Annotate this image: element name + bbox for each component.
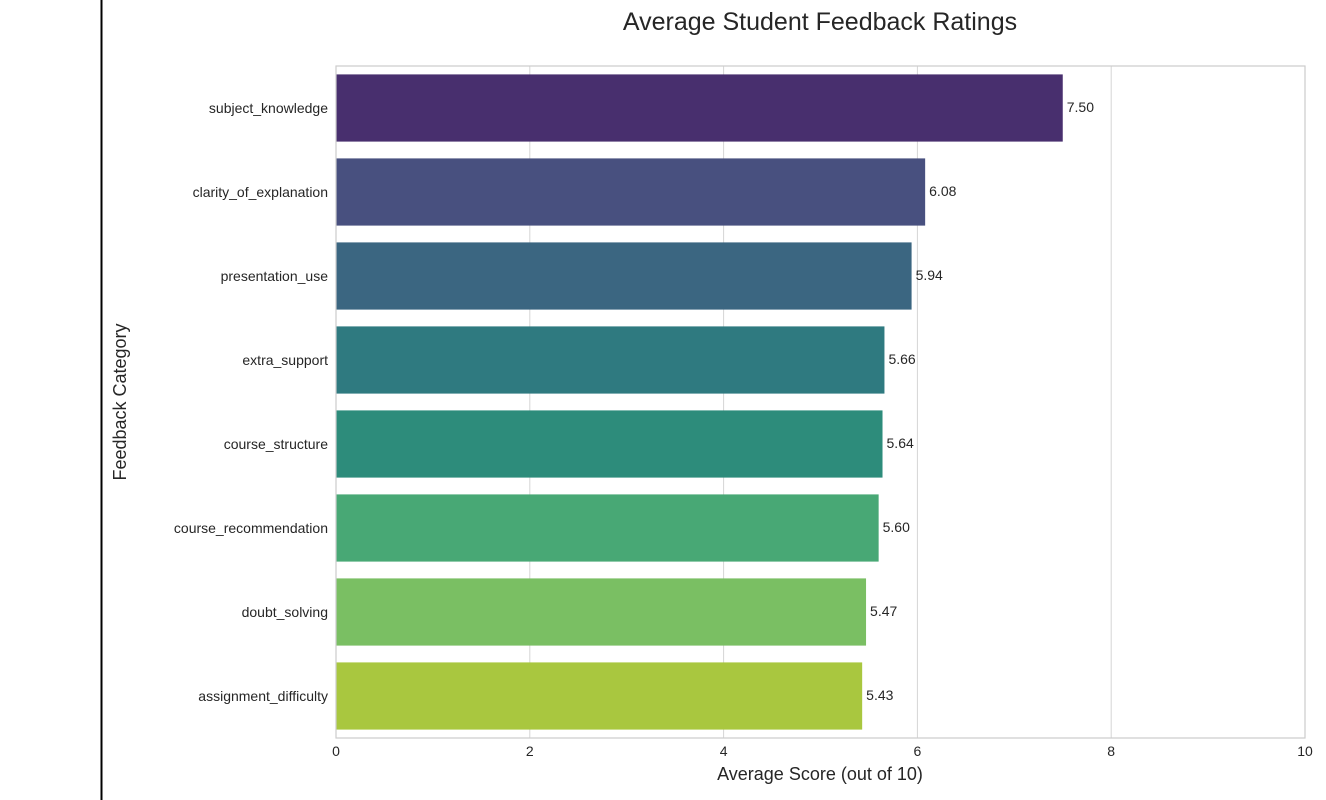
y-tick-label: extra_support xyxy=(242,352,328,368)
bar xyxy=(336,662,863,730)
bar-value-label: 5.47 xyxy=(870,603,897,619)
x-axis-label: Average Score (out of 10) xyxy=(717,764,923,784)
y-tick-labels: subject_knowledge clarity_of_explanationp… xyxy=(174,100,328,704)
bar xyxy=(336,158,926,226)
plot-area-border xyxy=(335,65,1306,739)
bar-value-label: 5.43 xyxy=(866,687,893,703)
bar-value-label: 5.64 xyxy=(887,435,914,451)
y-tick-label: assignment_difficulty xyxy=(198,688,328,704)
chart-title: Average Student Feedback Ratings xyxy=(623,8,1017,36)
bar xyxy=(336,494,879,562)
bar-value-label: 5.66 xyxy=(888,351,915,367)
bar-value-label: 7.50 xyxy=(1067,99,1094,115)
y-tick-label: course_recommendation xyxy=(174,520,328,536)
bar-value-label: 5.94 xyxy=(916,267,943,283)
data-labels: 7.50 6.08 5.94 5.66 5.64 5.60 5.47 5.43 xyxy=(866,99,1094,703)
bar xyxy=(336,74,1063,142)
x-tick-label: 0 xyxy=(332,743,340,759)
x-tick-label: 6 xyxy=(914,743,922,759)
y-tick-label: presentation_use xyxy=(221,268,329,284)
y-tick-label: clarity_of_explanation xyxy=(193,184,328,200)
bar-value-label: 5.60 xyxy=(883,519,910,535)
x-tick-label: 4 xyxy=(720,743,728,759)
bar-value-label: 6.08 xyxy=(929,183,956,199)
bar xyxy=(336,326,885,394)
x-tick-labels: 0 2 4 6 8 10 xyxy=(332,743,1313,759)
y-tick-label: subject_knowledge xyxy=(209,100,328,116)
bars xyxy=(336,74,1063,730)
x-tick-label: 10 xyxy=(1297,743,1313,759)
bar xyxy=(336,578,867,646)
x-tick-label: 8 xyxy=(1107,743,1115,759)
y-tick-label: course_structure xyxy=(224,436,328,452)
y-axis-label: Feedback Category xyxy=(110,323,130,480)
y-tick-label: doubt_solving xyxy=(242,604,328,620)
bar xyxy=(336,242,912,310)
bar xyxy=(336,410,883,478)
x-tick-label: 2 xyxy=(526,743,534,759)
